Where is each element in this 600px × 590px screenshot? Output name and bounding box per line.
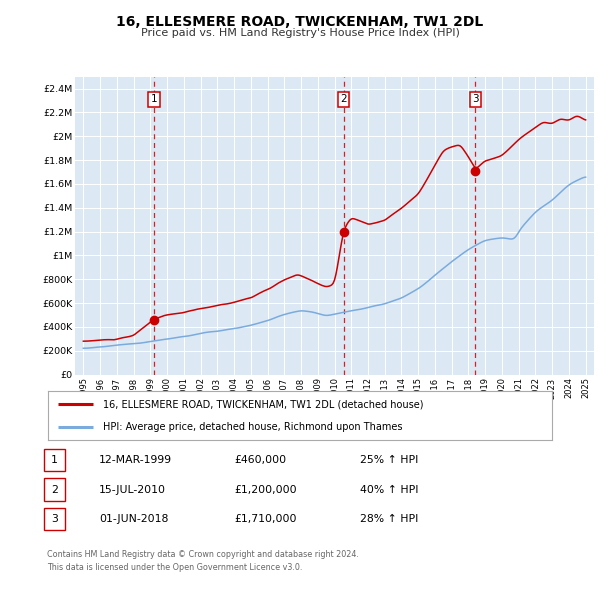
Text: 2: 2 xyxy=(340,94,347,104)
Text: 1: 1 xyxy=(51,455,58,465)
Text: 12-MAR-1999: 12-MAR-1999 xyxy=(99,455,172,465)
Text: £460,000: £460,000 xyxy=(234,455,286,465)
Text: 40% ↑ HPI: 40% ↑ HPI xyxy=(360,485,419,494)
Text: £1,200,000: £1,200,000 xyxy=(234,485,296,494)
Text: HPI: Average price, detached house, Richmond upon Thames: HPI: Average price, detached house, Rich… xyxy=(103,422,403,432)
Text: 16, ELLESMERE ROAD, TWICKENHAM, TW1 2DL: 16, ELLESMERE ROAD, TWICKENHAM, TW1 2DL xyxy=(116,15,484,29)
Text: 3: 3 xyxy=(51,514,58,524)
Text: £1,710,000: £1,710,000 xyxy=(234,514,296,524)
Text: 25% ↑ HPI: 25% ↑ HPI xyxy=(360,455,418,465)
Text: Contains HM Land Registry data © Crown copyright and database right 2024.: Contains HM Land Registry data © Crown c… xyxy=(47,550,359,559)
Text: 2: 2 xyxy=(51,485,58,494)
Text: 3: 3 xyxy=(472,94,479,104)
Text: Price paid vs. HM Land Registry's House Price Index (HPI): Price paid vs. HM Land Registry's House … xyxy=(140,28,460,38)
Text: This data is licensed under the Open Government Licence v3.0.: This data is licensed under the Open Gov… xyxy=(47,563,302,572)
Text: 16, ELLESMERE ROAD, TWICKENHAM, TW1 2DL (detached house): 16, ELLESMERE ROAD, TWICKENHAM, TW1 2DL … xyxy=(103,399,424,409)
Text: 15-JUL-2010: 15-JUL-2010 xyxy=(99,485,166,494)
Text: 28% ↑ HPI: 28% ↑ HPI xyxy=(360,514,418,524)
Text: 01-JUN-2018: 01-JUN-2018 xyxy=(99,514,169,524)
Text: 1: 1 xyxy=(151,94,157,104)
